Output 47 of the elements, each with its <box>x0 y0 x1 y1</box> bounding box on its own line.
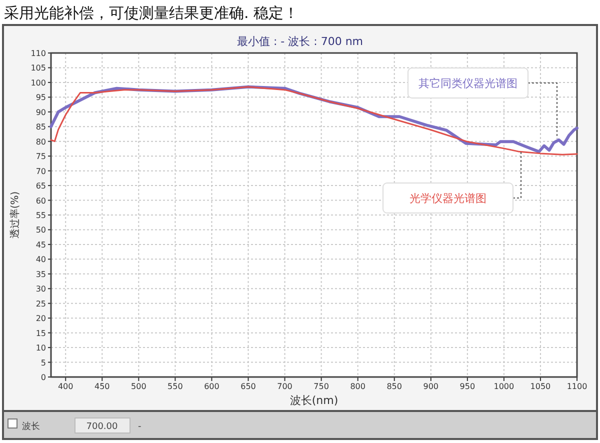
chart-title: 采用光能补偿，可使测量结果更准确. 稳定！ <box>4 4 299 22</box>
x-tick-label: 950 <box>460 382 476 391</box>
x-tick-label: 850 <box>386 382 402 391</box>
text: 波长 <box>22 421 40 432</box>
x-tick-label: 1100 <box>566 382 588 391</box>
y-tick-label: 0 <box>40 373 46 382</box>
y-tick-label: 15 <box>36 328 46 338</box>
chart-subtitle: 最小值 : - 波长 : 700 nm <box>236 35 364 48</box>
y-tick-label: 110 <box>30 49 46 58</box>
y-tick-label: 50 <box>36 226 46 235</box>
x-tick-label: 500 <box>131 382 146 391</box>
y-tick-label: 10 <box>36 344 46 353</box>
text: 其它同类仪器光谱图 <box>418 77 518 90</box>
y-tick-label: 90 <box>36 108 46 117</box>
y-tick-label: 25 <box>36 299 46 308</box>
y-tick-label: 65 <box>36 182 46 191</box>
x-tick-label: 700 <box>277 382 292 391</box>
x-tick-label: 550 <box>168 382 183 391</box>
y-tick-label: 105 <box>30 64 46 73</box>
text: 光学仪器光谱图 <box>410 192 486 205</box>
y-tick-label: 45 <box>36 240 46 250</box>
x-tick-label: 1000 <box>494 382 514 391</box>
y-tick-label: 35 <box>36 270 46 279</box>
y-tick-label: 80 <box>36 137 46 146</box>
x-tick-label: 450 <box>94 382 110 391</box>
x-tick-label: 400 <box>58 382 74 391</box>
y-tick-label: 95 <box>36 93 46 102</box>
x-tick-label: 800 <box>350 382 366 391</box>
y-tick-label: 30 <box>36 284 46 294</box>
y-tick-label: 55 <box>36 211 46 220</box>
x-tick-label: 600 <box>204 382 220 391</box>
x-axis-title: 波长(nm) <box>290 394 338 407</box>
x-tick-label: 650 <box>240 382 256 391</box>
y-axis-title: 透过率(%) <box>9 191 21 239</box>
x-tick-label: 900 <box>423 382 439 391</box>
y-tick-label: 85 <box>36 122 46 132</box>
x-tick-label: 750 <box>314 382 329 391</box>
y-tick-label: 5 <box>40 358 46 368</box>
x-tick-label: 1050 <box>530 382 551 391</box>
text: 700.00 <box>86 422 118 432</box>
y-tick-label: 40 <box>36 255 46 264</box>
y-tick-label: 60 <box>36 196 46 206</box>
text: - <box>138 422 142 432</box>
y-tick-label: 100 <box>30 78 46 88</box>
y-tick-label: 20 <box>36 314 46 324</box>
y-tick-label: 70 <box>36 166 46 176</box>
y-tick-label: 75 <box>36 152 46 162</box>
